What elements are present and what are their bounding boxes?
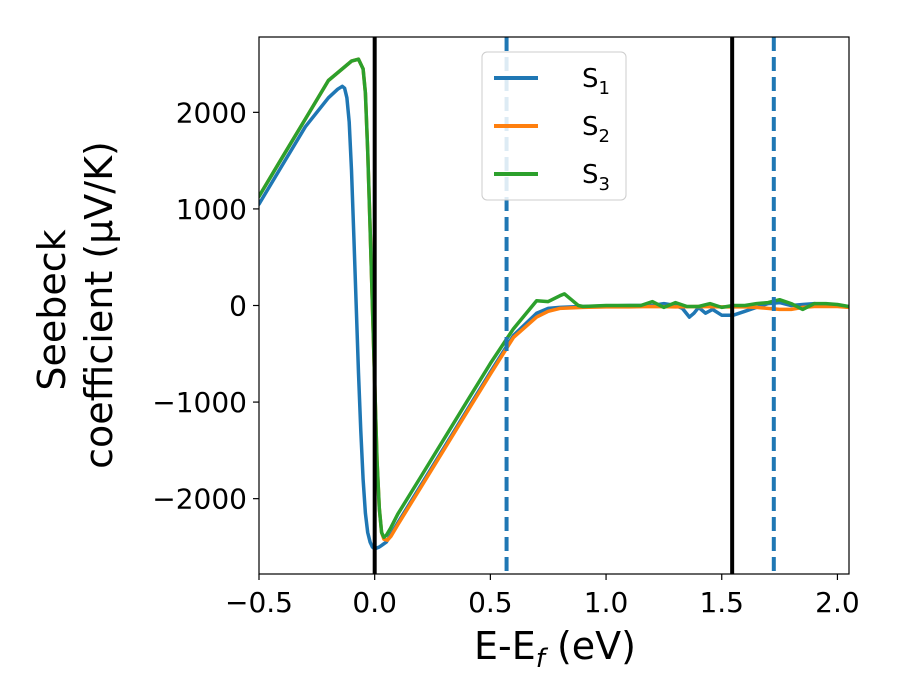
axes-layer: −0.5 0.0 0.5 1.0 1.5 2.0 2000 1000 0 −1000 −2000	[152, 36, 860, 619]
y-tick-label: −2000	[152, 483, 247, 516]
x-axis-label-main: E-E	[474, 624, 536, 668]
series-line-s3	[259, 57, 849, 540]
legend-label-main: S	[582, 64, 599, 94]
y-axis-label-line1: Seebeck	[30, 229, 74, 390]
x-tick-label: 1.5	[699, 586, 744, 619]
series-layer	[259, 57, 849, 551]
legend-box	[481, 51, 627, 201]
legend-label-main: S	[582, 160, 599, 190]
legend-label-main: S	[582, 112, 599, 142]
legend-label-sub: 3	[599, 174, 610, 195]
x-axis-label-tail: (eV)	[545, 624, 636, 668]
x-tick-label: 0.0	[352, 586, 397, 619]
y-tick-label: 1000	[176, 193, 247, 226]
x-axis-label: E-Ef (eV)	[474, 624, 636, 674]
x-tick-label: 0.5	[468, 586, 513, 619]
y-axis-label-line2: coefficient (μV/K)	[77, 141, 121, 469]
y-tick-label: 0	[229, 290, 247, 323]
legend-label-sub: 2	[599, 126, 610, 147]
legend-label-s1: S1	[582, 64, 610, 99]
legend-label-s3: S3	[582, 160, 610, 195]
y-tick-label: 2000	[176, 96, 247, 129]
x-tick-label: −0.5	[225, 586, 293, 619]
legend-label-sub: 1	[599, 78, 610, 99]
legend-label-s2: S2	[582, 112, 610, 147]
x-tick-label: 2.0	[815, 586, 860, 619]
y-tick-label: −1000	[152, 386, 247, 419]
x-tick-label: 1.0	[584, 586, 629, 619]
